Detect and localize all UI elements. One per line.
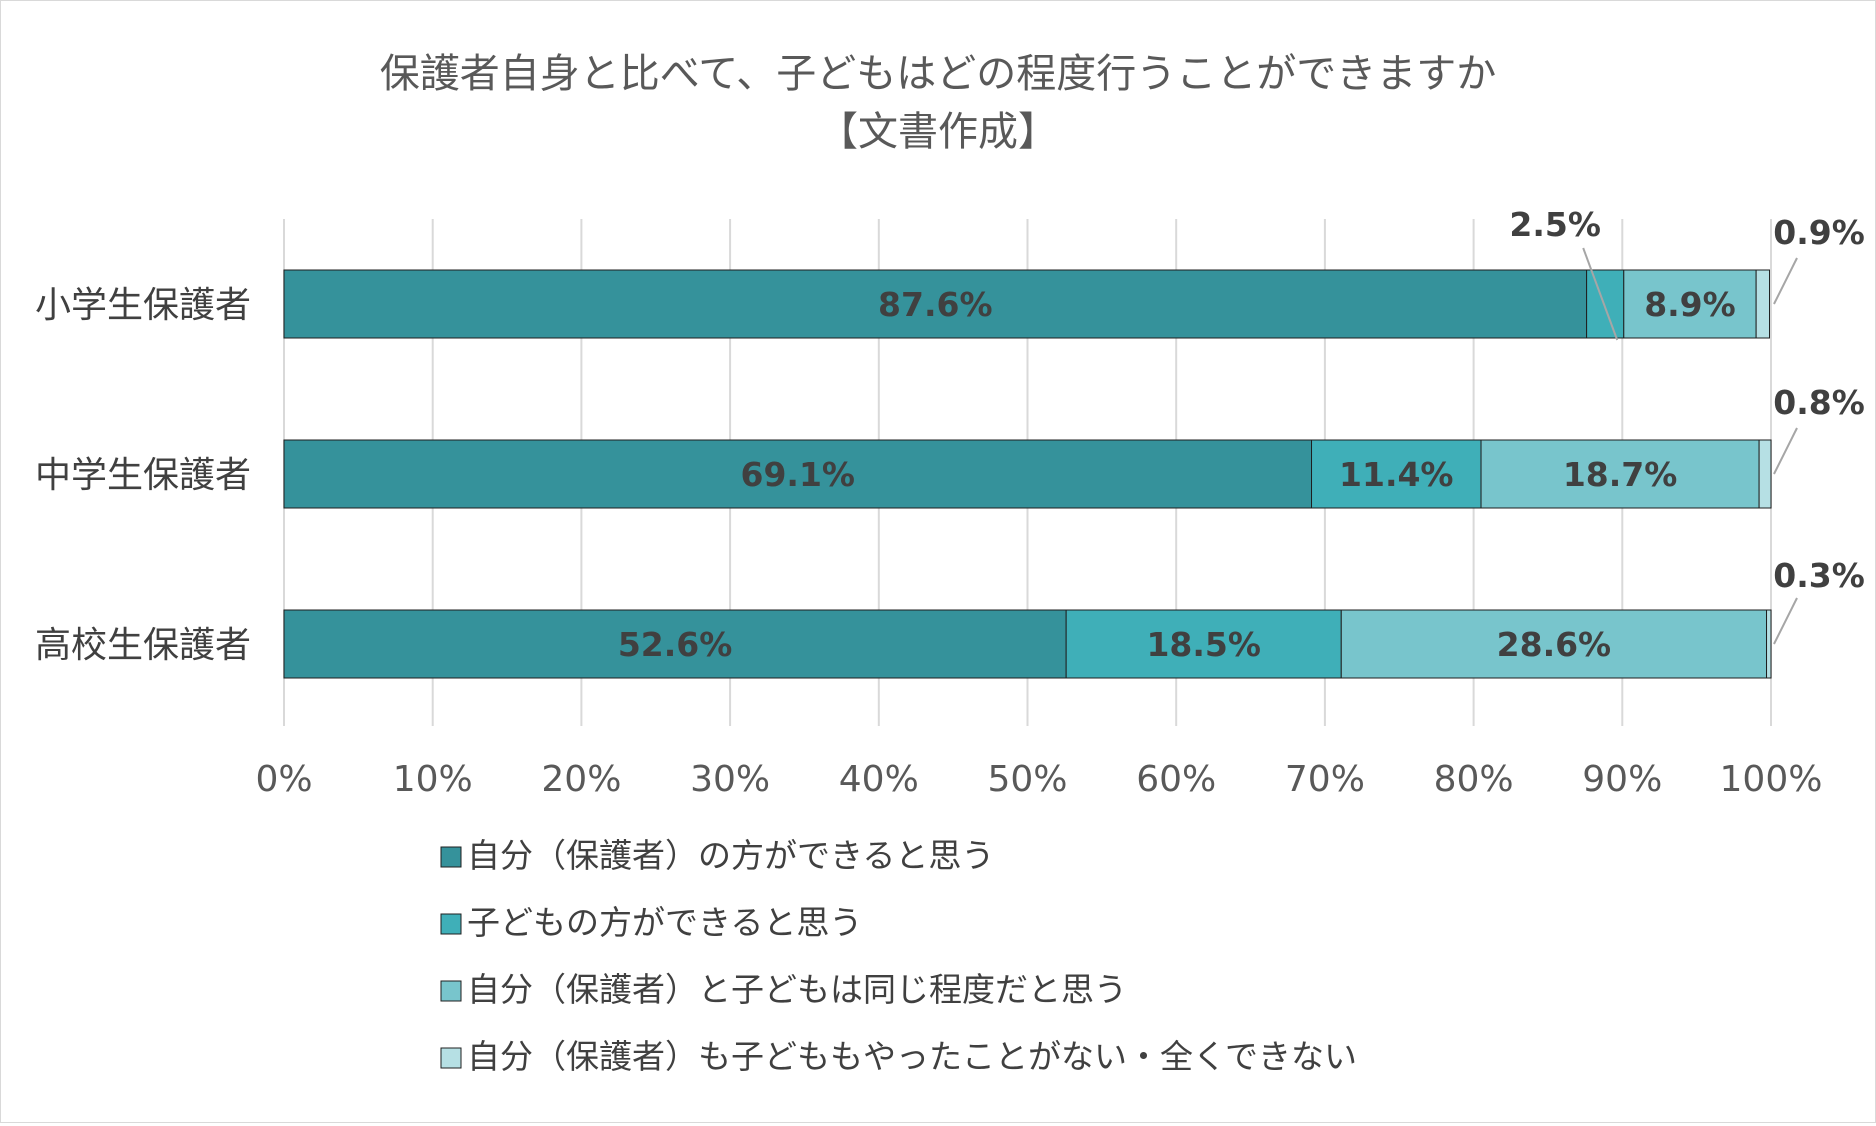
bar-segment-0-0: [283, 269, 1588, 339]
bars-layer: [283, 269, 1772, 679]
x-tick-label-0: 0%: [255, 759, 312, 800]
legend-swatch-2: [440, 980, 462, 1002]
category-label-2: 高校生保護者: [35, 625, 251, 666]
data-label-0-3: 0.9%: [1773, 213, 1865, 252]
legend-label-3: 自分（保護者）も子どももやったことがない・全くできない: [467, 1037, 1357, 1076]
bar-segment-2-0: [283, 609, 1067, 679]
bar-segment-2-1: [1065, 609, 1342, 679]
data-label-2-3: 0.3%: [1773, 556, 1865, 595]
data-label-1-1: 11.4%: [1339, 455, 1454, 494]
category-label-1: 中学生保護者: [35, 455, 251, 496]
x-tick-label-1: 10%: [393, 759, 473, 800]
x-tick-label-10: 100%: [1720, 759, 1823, 800]
legend-label-1: 子どもの方ができると思う: [467, 903, 862, 942]
bar-segment-1-0: [283, 439, 1313, 509]
x-tick-label-4: 40%: [839, 759, 919, 800]
legend-label-2: 自分（保護者）と子どもは同じ程度だと思う: [467, 970, 1127, 1009]
chart-title-line-2: 【文書作成】: [818, 109, 1058, 155]
legend-swatch-0: [440, 846, 462, 868]
x-tick-labels-layer: 0% 10% 20% 30% 40% 50% 60% 70% 80% 90% 100%: [255, 759, 1822, 800]
leader-line-1-3: [1773, 427, 1798, 475]
data-label-2-2: 28.6%: [1497, 625, 1612, 664]
data-label-1-2: 18.7%: [1563, 455, 1678, 494]
bar-segment-0-2: [1623, 269, 1757, 339]
chart-title-line-1: 保護者自身と比べて、子どもはどの程度行うことができますか: [380, 51, 1496, 97]
data-label-2-1: 18.5%: [1146, 625, 1261, 664]
x-tick-label-6: 60%: [1136, 759, 1216, 800]
x-tick-label-7: 70%: [1285, 759, 1365, 800]
bar-segment-1-3: [1758, 439, 1772, 509]
data-labels-layer: 87.6% 2.5% 8.9% 0.9% 69.1% 11.4% 18.7% 0.8% 52.6…: [618, 205, 1865, 664]
x-tick-label-2: 20%: [541, 759, 621, 800]
legend-swatch-1: [440, 913, 462, 935]
leader-line-2-3: [1773, 597, 1798, 645]
bar-segment-1-1: [1311, 439, 1482, 509]
data-label-0-2: 8.9%: [1644, 285, 1736, 324]
leader-line-0-1: [1582, 247, 1619, 341]
legend-swatch-3: [440, 1047, 462, 1069]
legend-label-0: 自分（保護者）の方ができると思う: [467, 836, 994, 875]
data-label-1-3: 0.8%: [1773, 383, 1865, 422]
data-label-0-1: 2.5%: [1509, 205, 1601, 244]
data-label-0-0: 87.6%: [878, 285, 993, 324]
x-tick-label-8: 80%: [1434, 759, 1514, 800]
bar-segment-0-1: [1586, 269, 1625, 339]
legend: 自分（保護者）の方ができると思う子どもの方ができると思う自分（保護者）と子どもは…: [440, 836, 1357, 1076]
data-label-1-0: 69.1%: [741, 455, 856, 494]
category-label-0: 小学生保護者: [35, 285, 251, 326]
x-tick-label-9: 90%: [1582, 759, 1662, 800]
bar-segment-2-3: [1766, 609, 1772, 679]
bar-segment-1-2: [1480, 439, 1760, 509]
x-tick-label-5: 50%: [987, 759, 1067, 800]
x-tick-label-3: 30%: [690, 759, 770, 800]
data-label-2-0: 52.6%: [618, 625, 733, 664]
bar-segment-0-3: [1755, 269, 1771, 339]
leader-line-0-3: [1773, 257, 1798, 305]
